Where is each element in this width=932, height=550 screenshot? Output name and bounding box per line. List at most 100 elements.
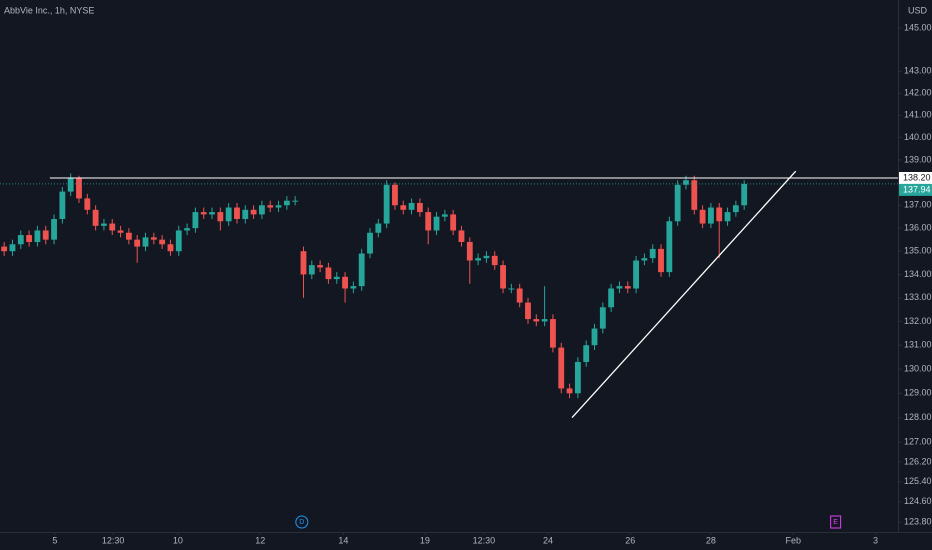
- last-price-label: 137.94: [903, 184, 931, 194]
- y-tick-label: 135.00: [904, 246, 932, 256]
- event-label[interactable]: E: [833, 519, 838, 526]
- candle-body: [275, 205, 282, 208]
- candle-body: [708, 207, 714, 224]
- candle-body: [184, 228, 190, 231]
- candle-body: [458, 230, 465, 242]
- candle-body: [716, 207, 723, 222]
- candle-body: [550, 319, 556, 348]
- candle-body: [333, 276, 340, 280]
- candle-body: [533, 319, 540, 322]
- x-tick-label: 26: [625, 535, 635, 545]
- candle-body: [350, 286, 357, 289]
- candle-body: [558, 347, 565, 389]
- event-label[interactable]: D: [299, 519, 304, 526]
- candle-body: [508, 288, 515, 290]
- candle-body: [292, 200, 299, 202]
- candle-body: [500, 265, 506, 289]
- y-tick-label: 130.00: [904, 364, 932, 374]
- candle-body: [683, 180, 689, 185]
- y-tick-label: 133.00: [904, 292, 932, 302]
- candle-body: [483, 255, 490, 259]
- candle-body: [42, 230, 49, 240]
- candle-body: [624, 286, 631, 289]
- candle-body: [658, 248, 664, 273]
- y-tick-label: 143.00: [904, 66, 932, 76]
- y-tick-label: 134.00: [904, 269, 932, 279]
- candle-body: [541, 319, 548, 322]
- candle-body: [392, 184, 398, 206]
- candle-body: [342, 276, 348, 289]
- candle-body: [441, 214, 448, 217]
- candle-body: [234, 207, 240, 219]
- candle-body: [583, 345, 590, 362]
- candle-body: [67, 178, 74, 192]
- candle-body: [408, 202, 415, 210]
- horizontal-line-price: 138.20: [903, 172, 931, 182]
- candle-body: [358, 253, 365, 287]
- y-tick-label: 129.00: [904, 388, 932, 398]
- x-tick-label: 5: [52, 535, 57, 545]
- candle-body: [283, 200, 290, 206]
- candle-body: [450, 214, 457, 231]
- candle-body: [649, 248, 656, 259]
- candle-body: [117, 230, 124, 233]
- candle-body: [242, 209, 249, 219]
- candle-body: [724, 212, 731, 222]
- candle-body: [325, 267, 332, 280]
- candle-body: [200, 212, 207, 215]
- horizontal-line-price-box: [899, 172, 932, 185]
- candle-body: [259, 205, 265, 215]
- candle-body: [516, 288, 523, 303]
- y-tick-label: 124.60: [904, 496, 932, 506]
- candle-body: [599, 307, 606, 329]
- candle-body: [574, 361, 581, 394]
- candle-body: [375, 223, 382, 233]
- y-tick-label: 137.00: [904, 200, 932, 210]
- candle-body: [142, 237, 149, 247]
- candle-body: [109, 223, 116, 231]
- x-tick-label: Feb: [785, 535, 801, 545]
- candle-body: [250, 209, 257, 215]
- currency-label[interactable]: USD: [908, 5, 928, 15]
- y-tick-label: 127.00: [904, 437, 932, 447]
- x-tick-label: 10: [173, 535, 183, 545]
- x-tick-label: 12:30: [102, 535, 125, 545]
- candle-body: [691, 180, 698, 210]
- chart-title: AbbVie Inc., 1h, NYSE: [4, 5, 94, 15]
- candle-body: [59, 191, 66, 219]
- candle-body: [475, 258, 482, 261]
- y-tick-label: 131.00: [904, 340, 932, 350]
- y-tick-label: 139.00: [904, 154, 932, 164]
- candle-body: [433, 216, 440, 231]
- candle-body: [167, 244, 174, 252]
- candle-body: [666, 221, 673, 273]
- earnings-event[interactable]: [830, 515, 842, 529]
- dividend-event[interactable]: [295, 515, 309, 529]
- candle-body: [525, 302, 531, 320]
- candle-body: [267, 205, 274, 208]
- candle-body: [225, 207, 232, 222]
- candle-body: [308, 265, 315, 275]
- candle-body: [674, 184, 681, 222]
- candle-body: [159, 239, 166, 245]
- candle-body: [491, 255, 498, 266]
- candle-body: [134, 239, 141, 247]
- candle-body: [150, 237, 157, 240]
- candle-body: [741, 183, 748, 206]
- candle-body: [400, 205, 407, 210]
- candle-body: [34, 230, 41, 242]
- trendline: [571, 170, 797, 419]
- x-tick-label: 12: [255, 535, 265, 545]
- x-tick-label: 3: [873, 535, 878, 545]
- candle-body: [608, 288, 615, 308]
- candle-body: [209, 212, 215, 215]
- candle-body: [641, 258, 648, 261]
- candle-body: [466, 241, 473, 261]
- candle-body: [17, 235, 24, 245]
- x-tick-label: 19: [420, 535, 430, 545]
- y-tick-label: 128.00: [904, 412, 932, 422]
- candle-body: [416, 202, 423, 213]
- candle-body: [101, 223, 107, 226]
- y-tick-label: 145.00: [904, 22, 932, 32]
